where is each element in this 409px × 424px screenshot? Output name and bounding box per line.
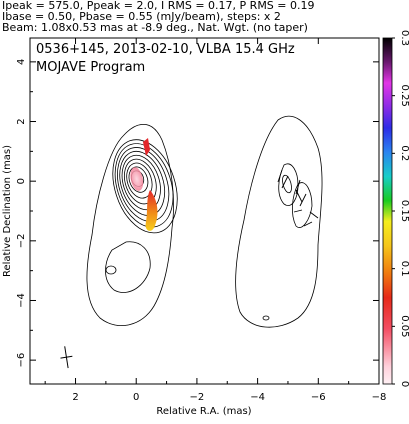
beam-marker — [60, 346, 73, 369]
colorbar-tick-label: 0.05 — [399, 315, 409, 337]
beam-minor-axis — [60, 355, 73, 359]
colorbar-tick-label: 0 — [399, 381, 409, 387]
colorbar-tick-label: 0.3 — [399, 30, 409, 46]
evpa-tick — [295, 189, 303, 203]
contour-knot — [105, 265, 117, 275]
colorbar-ticks: 0 0.05 0.1 0.15 0.2 0.25 0.3 — [392, 30, 409, 387]
x-tick-label: −4 — [250, 392, 265, 403]
x-tick-label: 0 — [133, 392, 139, 403]
contour-outer — [86, 123, 174, 326]
header-line-1: Ipeak = 575.0, Ppeak = 2.0, I RMS = 0.17… — [2, 0, 315, 12]
y-tick-label: −2 — [16, 233, 27, 248]
plot-frame — [29, 37, 380, 385]
core-polarization — [130, 167, 144, 191]
contour-right-core — [278, 163, 299, 206]
polarization-vectors — [130, 138, 319, 231]
plot-title-line-1: 0536+145, 2013-02-10, VLBA 15.4 GHz — [36, 42, 295, 57]
contour-jet-lobe — [105, 241, 151, 293]
contour-right-outer — [235, 115, 323, 328]
colorbar-tick-label: 0.1 — [399, 261, 409, 277]
evpa-tick — [303, 221, 313, 227]
x-tick-label: 2 — [72, 392, 78, 403]
y-tick-label: 4 — [16, 59, 27, 65]
contour-right-knot — [262, 315, 270, 321]
contour-right-jet — [292, 182, 313, 228]
y-tick-label: −4 — [16, 293, 27, 308]
y-tick-label: −6 — [16, 353, 27, 368]
colorbar-tick-label: 0.25 — [399, 85, 409, 107]
plot-title-line-2: MOJAVE Program — [36, 60, 146, 75]
contour-level — [126, 162, 153, 199]
contour-lines — [86, 115, 323, 328]
colorbar-tick-label: 0.2 — [399, 145, 409, 161]
evpa-tick — [281, 175, 289, 189]
x-axis-label: Relative R.A. (mas) — [156, 406, 251, 417]
header-line-3: Beam: 1.08x0.53 mas at -8.9 deg., Nat. W… — [2, 21, 308, 34]
colorbar-tick-label: 0.15 — [399, 200, 409, 222]
evpa-tick — [309, 211, 319, 219]
evpa-tick — [293, 209, 303, 213]
pol-knot-top — [143, 138, 150, 156]
x-tick-label: −6 — [311, 392, 326, 403]
evpa-tick — [299, 193, 307, 207]
y-axis-label: Relative Declination (mas) — [2, 145, 13, 277]
contour-level — [112, 139, 178, 234]
axis-ticks — [30, 38, 380, 384]
jet-polarization — [145, 190, 158, 231]
header-line-2: Ibase = 0.50, Pbase = 0.55 (mJy/beam), s… — [2, 10, 281, 23]
colorbar — [382, 37, 393, 385]
axis-tick-labels: 2 0 −2 −4 −6 −8 4 2 0 −2 −4 −6 — [16, 59, 386, 403]
contour-level — [114, 143, 174, 228]
y-tick-label: 2 — [16, 118, 27, 124]
x-tick-label: −2 — [190, 392, 205, 403]
x-tick-label: −8 — [372, 392, 387, 403]
y-tick-label: 0 — [16, 178, 27, 184]
evpa-tick — [277, 169, 283, 183]
